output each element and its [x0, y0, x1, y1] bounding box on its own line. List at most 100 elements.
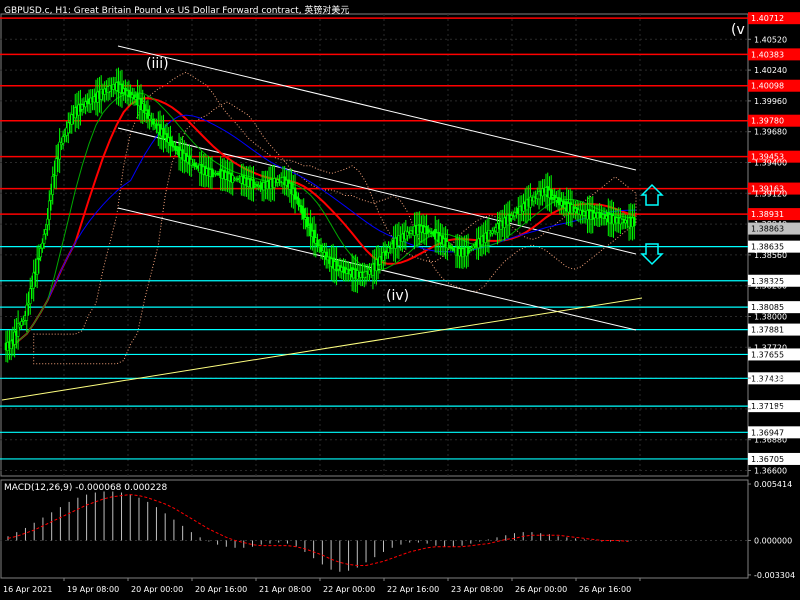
price-tick-label: 1.37160	[754, 405, 787, 414]
candle-body	[39, 248, 42, 258]
red-level-tag	[748, 150, 800, 163]
red-level-tag	[748, 79, 800, 92]
channel-middle	[117, 127, 637, 255]
candle-body	[13, 331, 16, 345]
candle-body	[46, 218, 49, 226]
candle-body	[368, 269, 371, 275]
macd-tick-label: 0.000000	[754, 536, 792, 545]
candle-body	[9, 340, 13, 349]
price-tick-label: 1.40520	[754, 35, 787, 44]
candle-body	[387, 247, 390, 253]
red-level-label: 1.38931	[751, 210, 784, 219]
candle-body	[529, 196, 532, 208]
candle-body	[32, 272, 35, 289]
candle-body	[252, 179, 255, 189]
candle-body	[146, 109, 150, 119]
candle-body	[148, 115, 151, 120]
candle-body	[513, 212, 517, 217]
candle-body	[16, 323, 20, 337]
candle-body	[18, 324, 22, 328]
candle-body	[70, 114, 74, 125]
candle-body	[319, 244, 323, 252]
chart-title: GBPUSD.c, H1: Great Britain Pound vs US …	[4, 6, 350, 16]
ma-red	[5, 97, 637, 349]
candle-body	[472, 245, 475, 249]
candle-body	[297, 197, 300, 206]
candle-body	[58, 141, 61, 160]
time-tick-label: 20 Apr 00:00	[131, 585, 183, 594]
candle-body	[132, 94, 136, 100]
cyan-level-tag	[748, 426, 800, 439]
candle-body	[470, 247, 473, 250]
macd-signal-line	[7, 494, 629, 566]
candle-body	[51, 176, 55, 195]
candle-body	[290, 182, 293, 195]
candle-body	[305, 216, 309, 228]
candle-body	[293, 187, 297, 200]
candle-body	[449, 245, 453, 249]
wave-label-iv: (iv)	[386, 288, 409, 304]
candle-body	[28, 288, 32, 304]
current-price-tag	[748, 222, 800, 235]
candle-body	[549, 188, 553, 200]
red-level-label: 1.39163	[751, 185, 784, 194]
red-level-tag	[748, 208, 800, 221]
red-level-tag	[748, 182, 800, 195]
current-price-label: 1.38863	[751, 225, 784, 234]
wave-label-v: (v	[731, 22, 745, 38]
macd-tick-label: 0.005414	[754, 480, 792, 489]
candle-body	[37, 257, 41, 261]
price-tick-label: 1.39680	[754, 128, 787, 137]
time-tick-label: 22 Apr 16:00	[387, 585, 439, 594]
channel-upper	[117, 45, 637, 171]
candle-body	[67, 122, 70, 134]
red-level-tag	[748, 12, 800, 25]
candle-body	[335, 260, 338, 272]
candle-body	[409, 230, 413, 234]
macd-tick-label: -0.003304	[754, 571, 795, 580]
candle-body	[25, 304, 29, 321]
red-level-label: 1.39780	[751, 117, 784, 126]
candle-body	[430, 231, 434, 234]
time-tick-label: 16 Apr 2021	[3, 585, 52, 594]
time-tick-label: 22 Apr 00:00	[323, 585, 375, 594]
price-tick-label: 1.37440	[754, 374, 787, 383]
candle-body	[487, 230, 491, 241]
time-tick-label: 19 Apr 08:00	[67, 585, 119, 594]
cyan-level-label: 1.38325	[751, 277, 784, 286]
candle-body	[295, 196, 299, 199]
candle-body	[309, 223, 312, 236]
candle-body	[80, 104, 84, 110]
cyan-level-tag	[748, 274, 800, 287]
red-level-tag	[748, 114, 800, 127]
cyan-level-tag	[748, 372, 800, 385]
candle-body	[427, 229, 430, 233]
candle-body	[189, 158, 193, 166]
time-tick-label: 20 Apr 16:00	[195, 585, 247, 594]
candle-body	[321, 250, 325, 253]
candle-body	[170, 140, 174, 147]
time-tick-label: 21 Apr 08:00	[259, 585, 311, 594]
candle-body	[35, 258, 39, 275]
candle-body	[383, 251, 387, 256]
candle-body	[378, 256, 382, 265]
candle-body	[165, 133, 169, 142]
candle-body	[632, 216, 636, 227]
price-tick-label: 1.38280	[754, 282, 787, 291]
candle-body	[61, 136, 65, 144]
price-tick-label: 1.40240	[754, 66, 787, 75]
price-tick-label: 1.37720	[754, 343, 787, 352]
candle-body	[54, 158, 58, 176]
cyan-level-tag	[748, 348, 800, 361]
red-level-label: 1.40383	[751, 50, 784, 59]
red-level-label: 1.40098	[751, 82, 784, 91]
candle-body	[491, 230, 494, 234]
price-tick-label: 1.39120	[754, 189, 787, 198]
red-level-label: 1.39453	[751, 153, 784, 162]
macd-frame	[0, 479, 749, 579]
macd-label: MACD(12,26,9) -0.000068 0.000228	[4, 483, 168, 493]
long-trend-line	[1, 297, 643, 401]
cyan-level-tag	[748, 400, 800, 413]
cyan-level-label: 1.38085	[751, 303, 784, 312]
cyan-level-label: 1.37655	[751, 350, 784, 359]
